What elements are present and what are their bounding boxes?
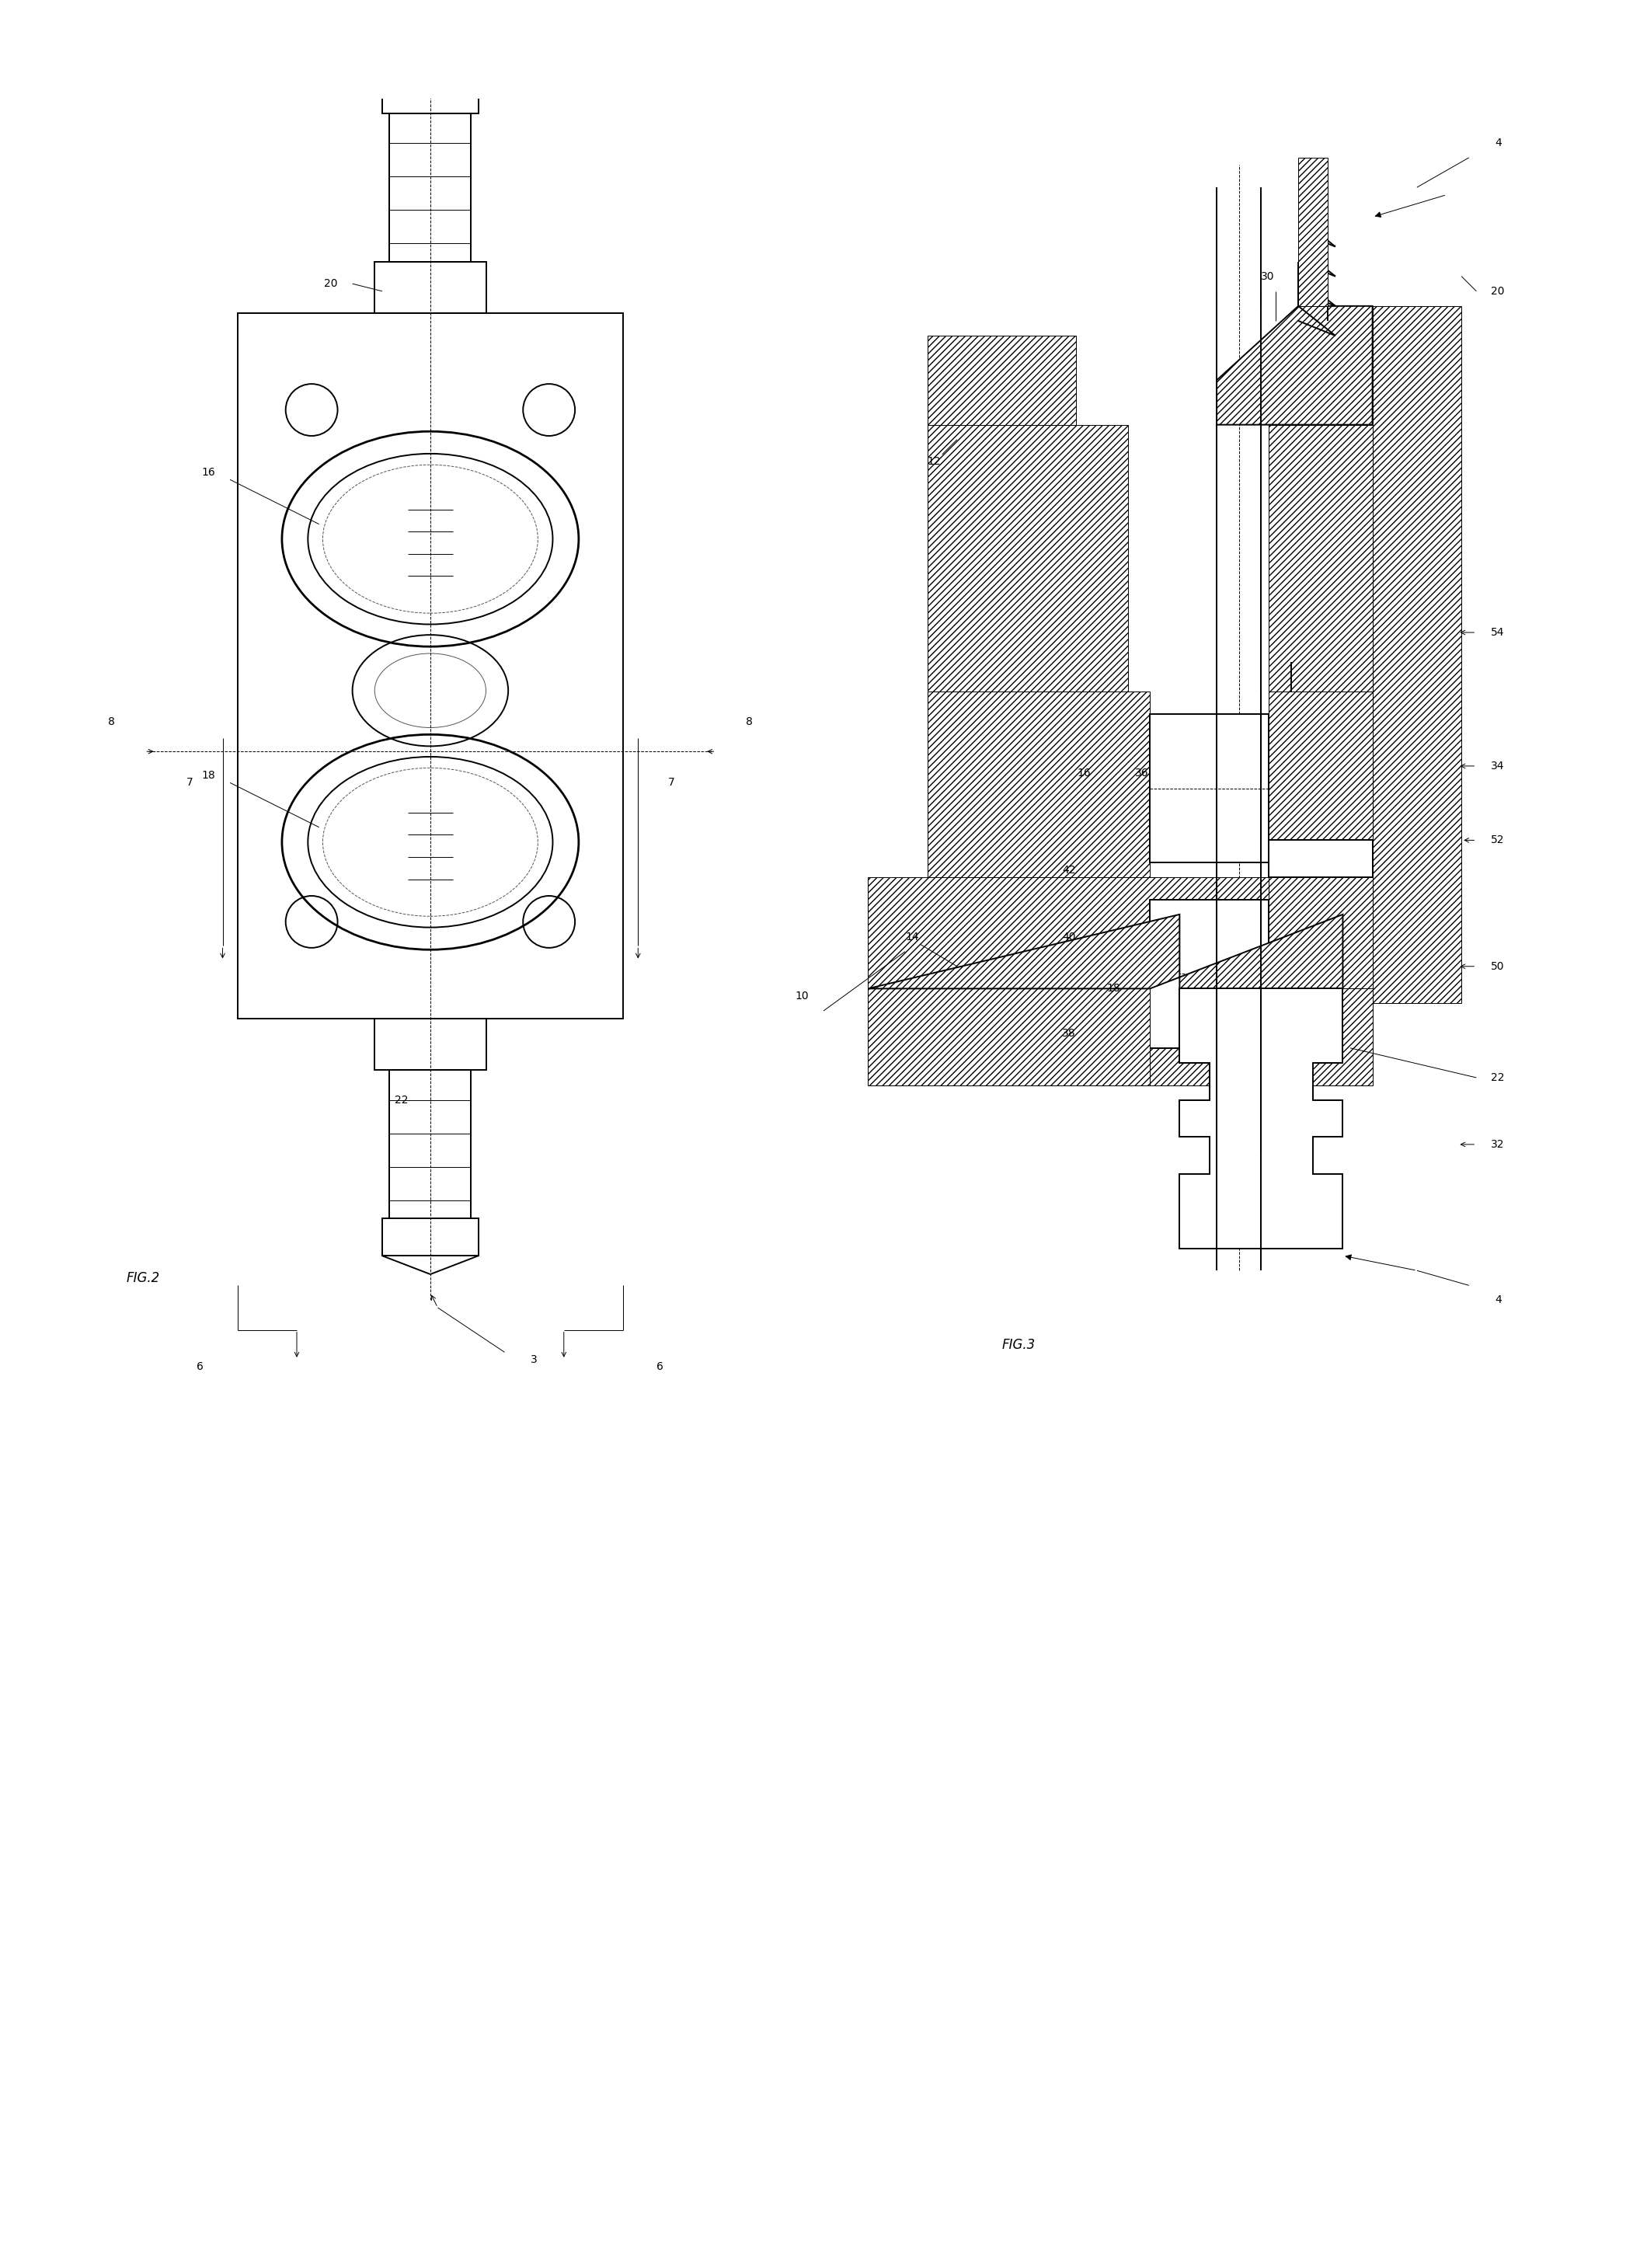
Text: 40: 40 xyxy=(1062,932,1075,941)
Bar xyxy=(374,1018,486,1070)
Bar xyxy=(927,424,1128,692)
Bar xyxy=(1268,424,1372,692)
Polygon shape xyxy=(1179,989,1342,1247)
Text: 36: 36 xyxy=(1135,769,1148,778)
Text: 18: 18 xyxy=(1107,982,1120,993)
Text: 6: 6 xyxy=(657,1361,664,1372)
Bar xyxy=(927,336,1075,424)
Bar xyxy=(1268,878,1372,1084)
Text: 14: 14 xyxy=(906,932,919,941)
Polygon shape xyxy=(1217,306,1372,424)
Bar xyxy=(382,77,479,113)
Text: 18: 18 xyxy=(201,769,216,780)
Text: FIG.3: FIG.3 xyxy=(1001,1338,1036,1352)
Text: 22: 22 xyxy=(395,1095,408,1105)
Text: 54: 54 xyxy=(1491,626,1505,637)
Text: 20: 20 xyxy=(324,279,338,290)
Circle shape xyxy=(1250,837,1273,860)
Text: 6: 6 xyxy=(198,1361,204,1372)
Text: 12: 12 xyxy=(927,456,940,467)
Circle shape xyxy=(1250,903,1273,925)
Text: 7: 7 xyxy=(186,778,193,789)
Text: 30: 30 xyxy=(1262,270,1275,281)
Bar xyxy=(868,989,1150,1084)
Circle shape xyxy=(1250,717,1273,739)
Circle shape xyxy=(1250,1023,1273,1043)
Polygon shape xyxy=(868,914,1342,989)
Circle shape xyxy=(1235,717,1258,739)
Text: 16: 16 xyxy=(1077,769,1090,778)
Text: 20: 20 xyxy=(1491,286,1505,297)
Bar xyxy=(374,261,486,313)
Circle shape xyxy=(1235,903,1258,925)
Text: 52: 52 xyxy=(1491,835,1505,846)
Text: 3: 3 xyxy=(530,1354,537,1365)
Text: 4: 4 xyxy=(1495,1295,1502,1306)
Text: 16: 16 xyxy=(201,467,216,479)
Bar xyxy=(868,878,1268,1084)
Text: 32: 32 xyxy=(1491,1139,1505,1150)
Text: 4: 4 xyxy=(1495,138,1502,147)
Text: 22: 22 xyxy=(1491,1073,1505,1084)
Bar xyxy=(389,113,471,261)
Bar xyxy=(927,692,1150,878)
Circle shape xyxy=(1235,837,1258,860)
Bar xyxy=(1268,989,1372,1084)
Text: 7: 7 xyxy=(667,778,675,789)
Bar xyxy=(1268,692,1372,878)
Text: 8: 8 xyxy=(746,717,753,728)
Text: 50: 50 xyxy=(1491,962,1505,971)
Bar xyxy=(1150,900,1268,1048)
Text: 10: 10 xyxy=(796,991,809,1002)
Bar xyxy=(382,1218,479,1256)
Bar xyxy=(1298,159,1327,306)
Text: FIG.2: FIG.2 xyxy=(127,1270,160,1286)
Text: 34: 34 xyxy=(1491,760,1505,771)
Bar xyxy=(237,313,623,1018)
Text: 8: 8 xyxy=(107,717,115,728)
Bar xyxy=(1372,306,1461,1002)
Bar xyxy=(1150,714,1268,862)
Text: 38: 38 xyxy=(1062,1027,1075,1039)
Bar xyxy=(1268,839,1372,878)
Text: 42: 42 xyxy=(1062,864,1075,875)
Bar xyxy=(389,1070,471,1218)
Circle shape xyxy=(1235,1023,1258,1043)
